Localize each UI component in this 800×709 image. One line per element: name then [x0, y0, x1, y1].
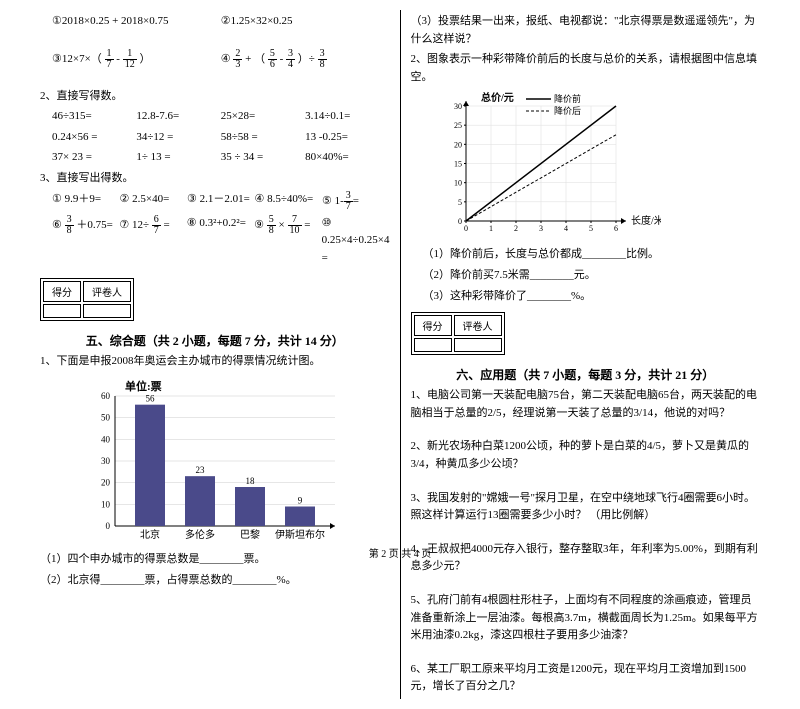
q-row: ①2018×0.25 + 2018×0.75 ②1.25×32×0.25 — [40, 13, 390, 31]
calc-item: 80×40%= — [305, 149, 389, 167]
svg-text:60: 60 — [101, 391, 111, 401]
svg-text:多伦多: 多伦多 — [185, 528, 215, 541]
q65: 5、孔府门前有4根圆柱形柱子，上面均有不同程度的涂画痕迹，管理员准备重新涂上一层… — [411, 592, 761, 645]
calc-item: 13 -0.25= — [305, 129, 389, 147]
q-row: ③12×7×（ 17 - 112 ） ④ 23 + （ 56 - 34 ）÷ 3… — [40, 49, 390, 70]
svg-text:3: 3 — [539, 224, 543, 233]
fraction: 38 — [65, 215, 74, 236]
score-box: 得分评卷人 — [411, 312, 505, 355]
q61: 1、电脑公司第一天装配电脑75台，第二天装配电脑65台，两天装配的电脑相当于总量… — [411, 387, 761, 422]
calc-item: 25×28= — [221, 108, 305, 126]
svg-text:9: 9 — [298, 495, 303, 505]
calc-item: 34÷12 = — [136, 129, 220, 147]
section5-title: 五、综合题（共 2 小题，每题 7 分，共计 14 分） — [40, 332, 390, 349]
calc-item: ④ 8.5÷40%= — [255, 191, 323, 212]
fraction: 58 — [267, 215, 276, 236]
svg-text:18: 18 — [245, 476, 255, 486]
q3: ③12×7×（ 17 - 112 ） — [52, 49, 221, 70]
svg-text:30: 30 — [101, 456, 111, 466]
column-divider — [400, 10, 401, 699]
q51: 1、下面是申报2008年奥运会主办城市的得票情况统计图。 — [40, 353, 390, 371]
q1: ①2018×0.25 + 2018×0.75 — [52, 13, 221, 31]
grader-label: 评卷人 — [83, 281, 131, 302]
svg-text:15: 15 — [454, 160, 462, 169]
svg-text:23: 23 — [195, 465, 205, 475]
q51-2: （2）北京得________票，占得票总数的________%。 — [40, 572, 390, 590]
left-column: ①2018×0.25 + 2018×0.75 ②1.25×32×0.25 ③12… — [40, 10, 390, 699]
svg-text:1: 1 — [489, 224, 493, 233]
svg-text:25: 25 — [454, 122, 462, 131]
svg-text:20: 20 — [454, 141, 462, 150]
fraction: 17 — [105, 49, 114, 70]
calc-item: 58÷58 = — [221, 129, 305, 147]
q66: 6、某工厂职工原来平均月工资是1200元，现在平均月工资增加到1500元，增长了… — [411, 661, 761, 696]
calc-item: 12.8-7.6= — [136, 108, 220, 126]
page-footer: 第 2 页 共 4 页 — [0, 545, 800, 560]
calc-item: 46÷315= — [52, 108, 136, 126]
svg-text:降价后: 降价后 — [554, 105, 581, 116]
s2-title: 2、直接写得数。 — [40, 88, 390, 106]
svg-text:总价/元: 总价/元 — [481, 91, 514, 104]
q2: ②1.25×32×0.25 — [221, 13, 390, 31]
calc-item: ② 2.5×40= — [120, 191, 188, 212]
grader-label: 评卷人 — [454, 315, 502, 336]
s2-rows: 46÷315=12.8-7.6=25×28=3.14÷0.1= 0.24×56 =… — [40, 108, 390, 167]
s3a: ① 9.9＋9=② 2.5×40=③ 2.1－2.01=④ 8.5÷40%=⑤ … — [40, 191, 390, 212]
svg-text:5: 5 — [458, 198, 462, 207]
svg-text:30: 30 — [454, 102, 462, 111]
calc-item: ① 9.9＋9= — [52, 191, 120, 212]
calc-item: 1÷ 13 = — [136, 149, 220, 167]
svg-text:0: 0 — [458, 217, 462, 226]
fraction: 710 — [288, 215, 302, 236]
svg-text:2: 2 — [514, 224, 518, 233]
s3-title: 3、直接写出得数。 — [40, 170, 390, 188]
svg-text:长度/米: 长度/米 — [631, 214, 661, 227]
svg-text:56: 56 — [145, 394, 155, 404]
line-chart: 总价/元 降价前降价后 0 5 10 15 20 25 30 0 1 2 3 4 5 6 长度/米 — [441, 91, 661, 241]
q2-2: （2）降价前买7.5米需________元。 — [411, 267, 761, 285]
q2-1: （1）降价前后，长度与总价都成________比例。 — [411, 246, 761, 264]
section6-title: 六、应用题（共 7 小题，每题 3 分，共计 21 分） — [411, 366, 761, 383]
q62: 2、新光农场种白菜1200公顷，种的萝卜是白菜的4/5，萝卜又是黄瓜的3/4，种… — [411, 438, 761, 473]
svg-text:40: 40 — [101, 434, 111, 444]
q2-3: （3）这种彩带降价了________%。 — [411, 288, 761, 306]
svg-text:5: 5 — [589, 224, 593, 233]
svg-text:北京: 北京 — [140, 528, 160, 541]
svg-text:50: 50 — [101, 413, 111, 423]
svg-text:0: 0 — [464, 224, 468, 233]
svg-text:0: 0 — [105, 521, 110, 531]
calc-item: 35 ÷ 34 = — [221, 149, 305, 167]
q63: 3、我国发射的"嫦娥一号"探月卫星，在空中绕地球飞行4圈需要6小时。照这样计算运… — [411, 490, 761, 525]
svg-text:20: 20 — [101, 478, 111, 488]
fraction: 23 — [233, 49, 242, 70]
svg-text:伊斯坦布尔: 伊斯坦布尔 — [275, 528, 325, 541]
svg-text:4: 4 — [564, 224, 568, 233]
svg-text:6: 6 — [614, 224, 618, 233]
fraction: 67 — [152, 215, 161, 236]
calc-item: 37× 23 = — [52, 149, 136, 167]
score-label: 得分 — [43, 281, 81, 302]
fraction: 112 — [123, 49, 137, 70]
s3b: ⑥ 38 ＋0.75= ⑦ 12÷ 67 = ⑧ 0.3²+0.2²= ⑨ 58… — [40, 215, 390, 268]
right-column: （3）投票结果一出来，报纸、电视都说："北京得票是数遥遥领先"，为什么这样说？ … — [411, 10, 761, 699]
svg-text:单位:票: 单位:票 — [125, 379, 162, 393]
calc-item: 3.14÷0.1= — [305, 108, 389, 126]
svg-text:10: 10 — [101, 499, 111, 509]
fraction: 38 — [318, 49, 327, 70]
calc-item: 0.24×56 = — [52, 129, 136, 147]
q4: ④ 23 + （ 56 - 34 ）÷ 38 — [221, 49, 390, 70]
svg-text:巴黎: 巴黎 — [240, 528, 260, 541]
score-label: 得分 — [414, 315, 452, 336]
svg-text:降价前: 降价前 — [554, 93, 581, 104]
q51-3: （3）投票结果一出来，报纸、电视都说："北京得票是数遥遥领先"，为什么这样说？ — [411, 13, 761, 48]
score-box: 得分评卷人 — [40, 278, 134, 321]
calc-item: ③ 2.1－2.01= — [187, 191, 255, 212]
fraction: 34 — [286, 49, 295, 70]
bar-chart: 单位:票 0 10 20 30 40 50 60 56 北京 23 多伦多 18 巴黎 9 伊斯坦布尔 — [75, 376, 355, 546]
q2-title: 2、图象表示一种彩带降价前后的长度与总价的关系，请根据图中信息填空。 — [411, 51, 761, 86]
svg-text:10: 10 — [454, 179, 462, 188]
calc-item: ⑤ 1-37= — [322, 191, 390, 212]
fraction: 56 — [268, 49, 277, 70]
